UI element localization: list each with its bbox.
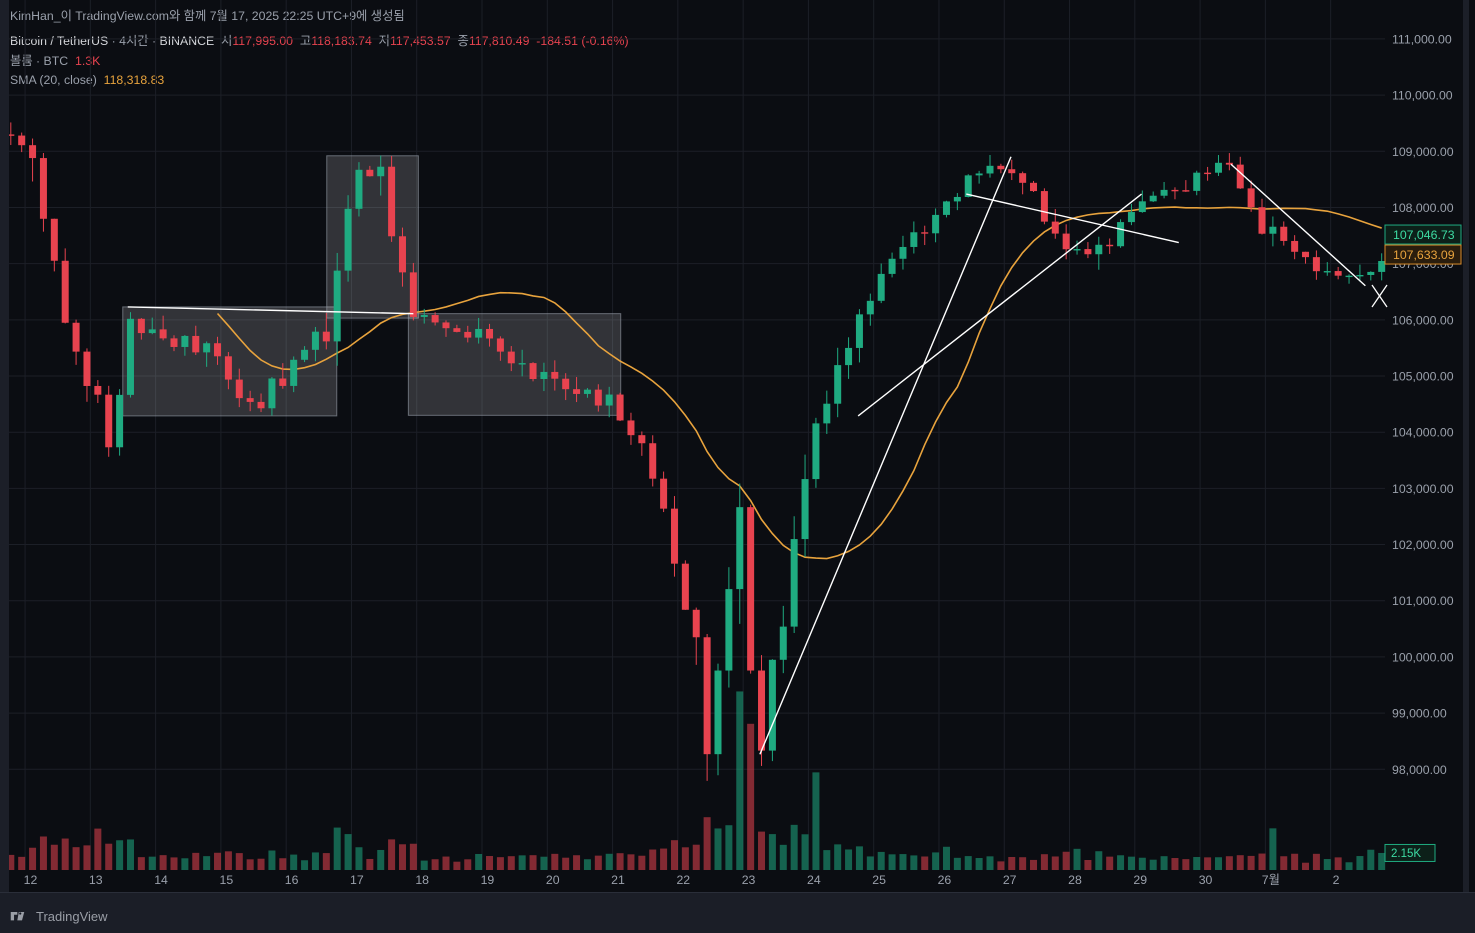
- svg-text:14: 14: [154, 873, 168, 887]
- svg-text:109,000.00: 109,000.00: [1392, 145, 1454, 159]
- svg-text:98,000.00: 98,000.00: [1392, 763, 1447, 777]
- svg-text:27: 27: [1003, 873, 1017, 887]
- svg-text:12: 12: [24, 873, 38, 887]
- svg-text:104,000.00: 104,000.00: [1392, 426, 1454, 440]
- svg-text:29: 29: [1133, 873, 1147, 887]
- svg-text:21: 21: [611, 873, 625, 887]
- svg-text:110,000.00: 110,000.00: [1392, 89, 1453, 103]
- svg-text:107,633.09: 107,633.09: [1393, 248, 1455, 262]
- svg-text:101,000.00: 101,000.00: [1392, 594, 1454, 608]
- svg-text:23: 23: [742, 873, 756, 887]
- svg-text:18: 18: [415, 873, 429, 887]
- svg-text:102,000.00: 102,000.00: [1392, 538, 1454, 552]
- svg-text:19: 19: [481, 873, 495, 887]
- svg-text:108,000.00: 108,000.00: [1392, 201, 1454, 215]
- svg-text:20: 20: [546, 873, 560, 887]
- svg-text:30: 30: [1199, 873, 1213, 887]
- svg-text:25: 25: [872, 873, 886, 887]
- svg-text:28: 28: [1068, 873, 1082, 887]
- svg-text:2.15K: 2.15K: [1391, 848, 1421, 860]
- svg-text:107,046.73: 107,046.73: [1393, 228, 1455, 242]
- svg-text:16: 16: [285, 873, 299, 887]
- svg-text:24: 24: [807, 873, 821, 887]
- svg-text:106,000.00: 106,000.00: [1392, 313, 1454, 327]
- svg-text:7월: 7월: [1262, 873, 1280, 887]
- svg-text:22: 22: [676, 873, 690, 887]
- svg-text:26: 26: [938, 873, 952, 887]
- svg-text:100,000.00: 100,000.00: [1392, 650, 1454, 664]
- svg-text:103,000.00: 103,000.00: [1392, 482, 1454, 496]
- svg-text:105,000.00: 105,000.00: [1392, 370, 1454, 384]
- svg-text:99,000.00: 99,000.00: [1392, 707, 1447, 721]
- svg-text:17: 17: [350, 873, 364, 887]
- svg-text:13: 13: [89, 873, 103, 887]
- svg-text:2: 2: [1333, 873, 1340, 887]
- svg-text:111,000.00: 111,000.00: [1392, 32, 1452, 46]
- svg-text:15: 15: [219, 873, 233, 887]
